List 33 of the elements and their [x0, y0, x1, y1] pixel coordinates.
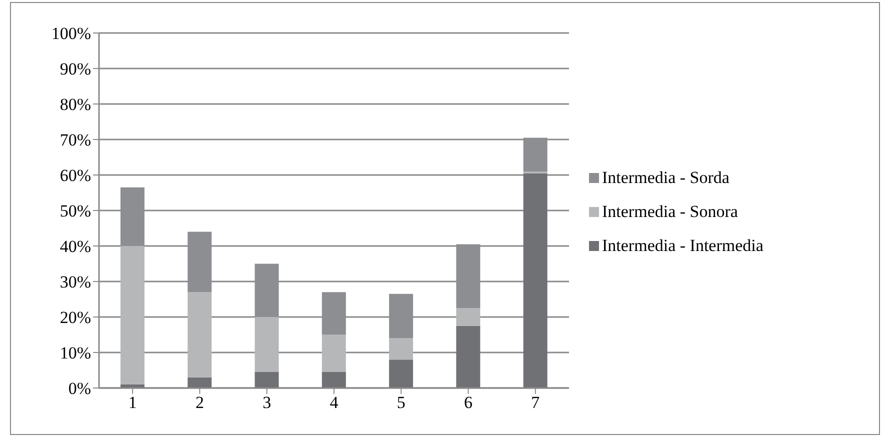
bar [389, 338, 414, 360]
y-tick-label: 40% [60, 237, 91, 256]
bar [322, 334, 346, 372]
x-tick-label: 7 [531, 393, 540, 412]
bar [456, 308, 480, 326]
bar [389, 360, 414, 388]
y-tick-label: 90% [60, 60, 91, 79]
bar [120, 246, 144, 384]
x-tick-label: 2 [195, 393, 204, 412]
x-tick-label: 3 [262, 393, 272, 412]
legend-label: Intermedia - Sorda [602, 168, 730, 188]
y-tick-label: 0% [68, 379, 91, 398]
y-tick-label: 20% [60, 308, 91, 328]
y-tick-label: 30% [60, 272, 91, 292]
y-tick-label: 10% [60, 344, 91, 363]
y-tick-label: 50% [60, 202, 91, 221]
x-tick-label: 4 [330, 393, 339, 412]
x-tick-label: 6 [464, 393, 473, 412]
legend-label: Intermedia - Sonora [602, 202, 738, 222]
y-tick-label: 100% [51, 24, 91, 44]
bar [188, 377, 212, 388]
x-tick-label: 1 [128, 393, 137, 412]
y-tick-label: 70% [60, 130, 91, 150]
bar [456, 326, 480, 388]
bar [523, 173, 548, 388]
bar [188, 292, 212, 378]
bar [254, 372, 279, 388]
legend-label: Intermedia - Intermedia [602, 236, 764, 256]
bar [322, 372, 346, 388]
bar [254, 317, 279, 372]
x-tick-label: 5 [396, 393, 406, 412]
y-tick-label: 60% [60, 166, 91, 186]
y-tick-label: 80% [60, 95, 91, 114]
